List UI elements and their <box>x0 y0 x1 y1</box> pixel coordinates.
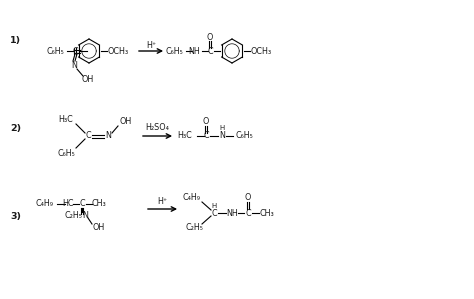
Text: C: C <box>211 208 217 217</box>
Text: H⁺: H⁺ <box>146 40 156 50</box>
Text: C: C <box>85 132 91 141</box>
Text: H₃C: H₃C <box>178 132 192 141</box>
Text: 3): 3) <box>10 213 21 222</box>
Text: C: C <box>245 208 251 217</box>
Text: O: O <box>245 193 251 202</box>
Text: OH: OH <box>120 117 132 126</box>
Text: C: C <box>72 47 78 56</box>
Text: HC: HC <box>62 199 74 208</box>
Text: OCH₃: OCH₃ <box>250 47 272 56</box>
Text: H₃C: H₃C <box>59 115 73 124</box>
Text: C₆H₅: C₆H₅ <box>46 47 64 56</box>
Text: CH₃: CH₃ <box>260 208 274 217</box>
Text: C: C <box>79 199 85 208</box>
Text: C₄H₉: C₄H₉ <box>183 193 201 202</box>
Text: H⁺: H⁺ <box>157 198 168 207</box>
Text: C: C <box>203 132 209 141</box>
Text: C₂H₅: C₂H₅ <box>185 223 203 233</box>
Text: N: N <box>105 132 111 141</box>
Text: O: O <box>203 118 209 126</box>
Text: C₆H₅: C₆H₅ <box>57 150 75 158</box>
Text: OH: OH <box>93 223 105 233</box>
Text: O: O <box>207 33 213 42</box>
Text: N: N <box>219 132 225 141</box>
Text: N: N <box>71 62 77 71</box>
Text: 1): 1) <box>10 36 21 45</box>
Text: C₆H₅: C₆H₅ <box>165 47 183 56</box>
Text: NH: NH <box>226 208 238 217</box>
Text: C₆H₅: C₆H₅ <box>235 132 253 141</box>
Text: H₂SO₄: H₂SO₄ <box>146 123 169 132</box>
Text: CH₃: CH₃ <box>91 199 106 208</box>
Text: C₄H₉: C₄H₉ <box>36 199 54 208</box>
Text: OH: OH <box>82 74 94 83</box>
Text: C₂H₅: C₂H₅ <box>64 211 82 220</box>
Text: N: N <box>82 211 88 220</box>
Text: OCH₃: OCH₃ <box>108 47 128 56</box>
Text: H: H <box>219 125 225 131</box>
Text: 2): 2) <box>10 124 21 133</box>
Text: H: H <box>211 203 217 209</box>
Text: NH: NH <box>188 47 200 56</box>
Text: C: C <box>207 47 213 56</box>
